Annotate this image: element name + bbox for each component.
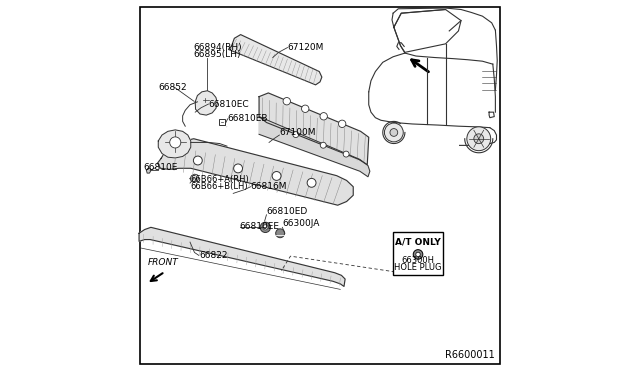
Circle shape — [260, 222, 271, 232]
Circle shape — [301, 105, 309, 112]
Text: FRONT: FRONT — [148, 258, 179, 267]
Bar — [393, 232, 443, 275]
Text: R6600011: R6600011 — [445, 350, 494, 360]
Circle shape — [293, 132, 299, 138]
Text: 66810EE: 66810EE — [239, 222, 280, 231]
Text: 66895(LH): 66895(LH) — [194, 51, 241, 60]
Text: 67100M: 67100M — [280, 128, 316, 137]
Polygon shape — [147, 168, 151, 173]
Text: HOLE PLUG: HOLE PLUG — [394, 263, 442, 272]
Text: 66300H: 66300H — [401, 256, 435, 265]
Text: 66810ED: 66810ED — [266, 207, 308, 217]
Circle shape — [385, 123, 403, 142]
Circle shape — [413, 250, 423, 259]
Circle shape — [416, 252, 420, 257]
Text: 66822: 66822 — [199, 251, 227, 260]
Circle shape — [339, 120, 346, 128]
Text: 66300JA: 66300JA — [282, 219, 320, 228]
Text: 66810EC: 66810EC — [209, 100, 249, 109]
Polygon shape — [259, 93, 369, 164]
Circle shape — [467, 127, 491, 151]
Text: 66810E: 66810E — [143, 163, 178, 172]
Circle shape — [234, 164, 243, 173]
Circle shape — [170, 137, 181, 148]
Circle shape — [263, 225, 268, 230]
Circle shape — [276, 229, 285, 238]
Text: 66894(RH): 66894(RH) — [194, 43, 243, 52]
Circle shape — [307, 179, 316, 187]
Circle shape — [272, 171, 281, 180]
Polygon shape — [157, 139, 353, 205]
Text: 66B66+B(LH): 66B66+B(LH) — [190, 182, 248, 191]
Text: A/T ONLY: A/T ONLY — [395, 237, 441, 246]
Circle shape — [283, 97, 291, 105]
Polygon shape — [158, 130, 191, 158]
Polygon shape — [228, 35, 322, 85]
Polygon shape — [190, 174, 199, 182]
Text: 66B66+A(RH): 66B66+A(RH) — [190, 175, 249, 184]
Text: 66852: 66852 — [158, 83, 187, 92]
Text: 67120M: 67120M — [287, 43, 324, 52]
Polygon shape — [259, 116, 370, 177]
Circle shape — [343, 151, 349, 157]
Circle shape — [320, 113, 328, 120]
Circle shape — [474, 134, 484, 144]
Text: 66816M: 66816M — [251, 182, 287, 191]
Circle shape — [320, 142, 326, 148]
Polygon shape — [139, 227, 345, 286]
Circle shape — [193, 156, 202, 165]
Text: 66810EB: 66810EB — [228, 114, 268, 123]
Circle shape — [390, 129, 397, 137]
Polygon shape — [195, 91, 218, 115]
